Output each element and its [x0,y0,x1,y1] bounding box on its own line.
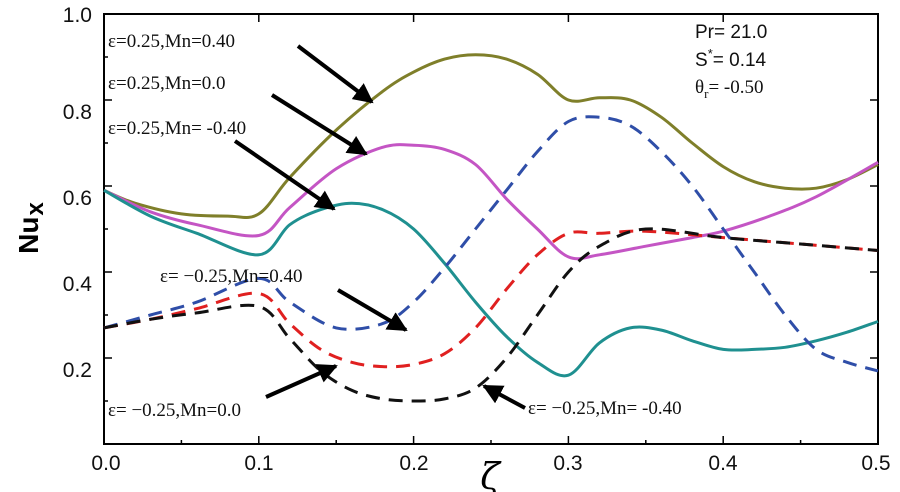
annotation-arrow [233,139,336,211]
x-axis-title: ζ [480,457,502,492]
annotation-label: ε= −0.25,Mn=0.0 [108,400,241,421]
series-line: ε=0.25,Mn= -0.40 [103,188,879,378]
annotation-label: ε=0.25,Mn= -0.40 [108,118,246,139]
param-theta: θr= -0.50 [695,77,764,101]
series-line: ε= −0.25,Mn=0.40 [103,115,879,373]
annotation-arrow [296,44,374,104]
series-layer: ε=0.25,Mn=0.40ε=0.25,Mn=0.0 ε=0.25,Mn= -0… [103,53,879,403]
y-axis-title: Nux [13,202,49,254]
x-tick-label: 0.4 [708,452,738,475]
x-tick-label: 0.5 [861,452,890,475]
series-line: ε= −0.25,Mn=0.0 [103,229,879,369]
x-tick-label: 0.2 [399,452,428,475]
annotation-arrow [270,93,368,156]
y-tick-label: 0.4 [63,273,93,296]
annotation-arrows [233,44,526,410]
annotation-arrow [336,288,408,332]
annotation-label: ε=0.25,Mn=0.0 [108,73,226,94]
annotation-label: ε= −0.25,Mn= -0.40 [528,398,682,419]
y-tick-label: 0.2 [63,359,92,382]
annotation-arrow [265,364,338,399]
x-tick-label: 0.1 [244,452,273,475]
axis-ticks [103,13,879,444]
annotation-arrow [482,384,526,410]
series-line: ε=0.25,Mn=0.40 [103,53,879,219]
series-line: ε= −0.25,Mn= -0.40 [103,227,879,403]
y-tick-label: 1.0 [63,4,92,27]
x-tick-label: 0.0 [91,452,120,475]
x-tick-label: 0.3 [553,452,582,475]
annotation-label: ε=0.25,Mn=0.40 [108,31,235,52]
param-s: S*= 0.14 [695,46,767,71]
y-tick-label: 0.6 [63,187,92,210]
param-pr: Pr= 21.0 [695,22,767,43]
annotation-label: ε= −0.25,Mn=0.40 [160,266,303,287]
y-tick-label: 0.8 [63,101,92,124]
